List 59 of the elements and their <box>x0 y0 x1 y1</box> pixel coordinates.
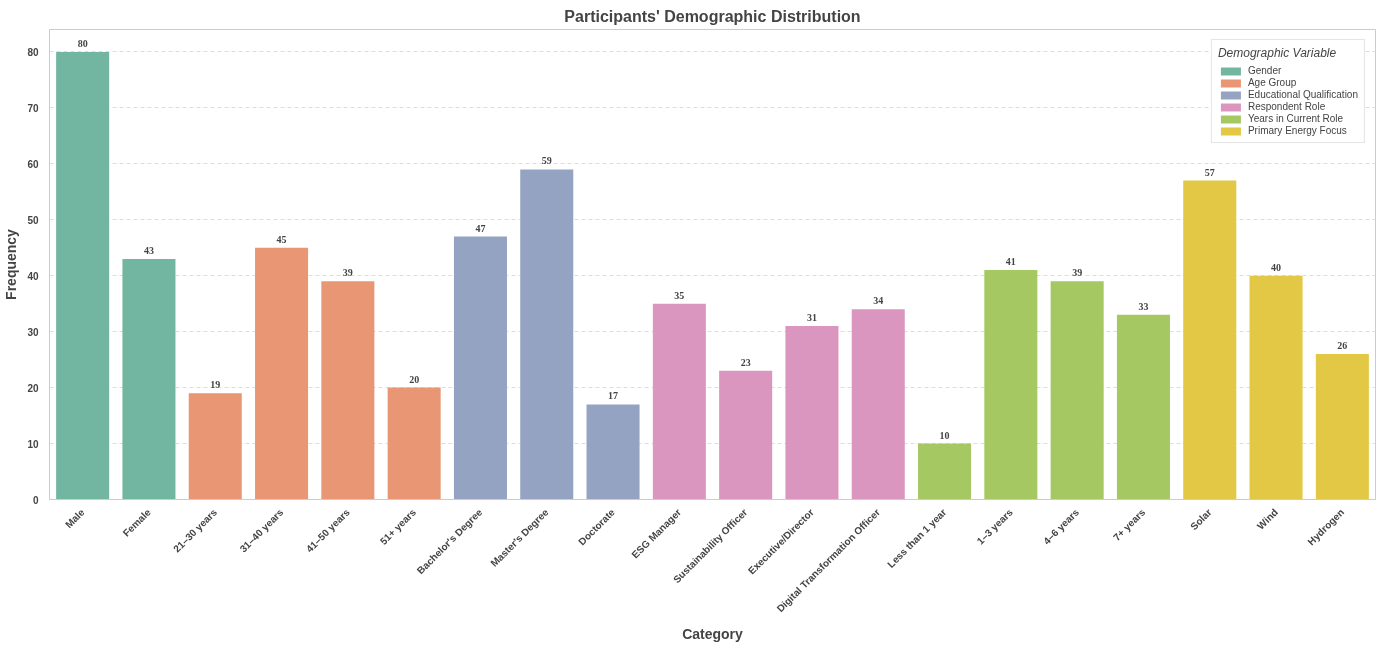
data-label: 41 <box>1005 256 1016 268</box>
y-axis-title: Frequency <box>3 228 20 300</box>
data-label: 47 <box>475 222 486 234</box>
data-label: 20 <box>409 373 420 385</box>
data-label: 80 <box>77 37 88 49</box>
data-label: 39 <box>342 267 353 279</box>
data-label: 43 <box>143 244 154 256</box>
x-axis-title: Category <box>682 626 744 643</box>
bar <box>1050 281 1104 500</box>
bar <box>1315 354 1369 500</box>
legend-label: Primary Energy Focus <box>1247 125 1347 136</box>
bar <box>851 309 905 500</box>
bar <box>321 281 375 500</box>
data-label: 26 <box>1337 340 1348 352</box>
y-tick-label: 80 <box>27 46 39 58</box>
y-tick-label: 60 <box>27 158 39 170</box>
data-label: 57 <box>1204 166 1215 178</box>
bar <box>785 326 839 500</box>
data-label: 39 <box>1072 267 1083 279</box>
data-label: 19 <box>210 379 221 391</box>
legend-label: Respondent Role <box>1247 101 1326 112</box>
bar <box>652 303 706 500</box>
data-label: 17 <box>608 390 619 402</box>
data-label: 10 <box>939 429 950 441</box>
y-tick-label: 10 <box>27 438 39 450</box>
y-tick-label: 30 <box>27 326 39 338</box>
chart-title: Participants' Demographic Distribution <box>564 7 861 25</box>
bar <box>122 258 176 500</box>
bar <box>188 393 242 500</box>
data-label: 33 <box>1138 300 1149 312</box>
legend-label: Gender <box>1247 65 1282 76</box>
data-label: 45 <box>276 233 287 245</box>
bar <box>56 51 110 500</box>
data-label: 34 <box>873 295 884 307</box>
bar <box>1116 314 1170 500</box>
legend-title: Demographic Variable <box>1217 46 1338 60</box>
bar <box>453 236 507 500</box>
y-tick-label: 20 <box>27 382 39 394</box>
bar <box>918 443 972 500</box>
data-label: 23 <box>740 356 751 368</box>
data-label: 59 <box>541 155 552 167</box>
y-tick-label: 50 <box>27 214 39 226</box>
legend-label: Educational Qualification <box>1247 89 1358 100</box>
bar <box>1183 180 1237 500</box>
bar <box>520 169 574 500</box>
bar <box>387 387 441 500</box>
bar <box>984 270 1038 500</box>
y-tick-label: 70 <box>27 102 39 114</box>
bar <box>719 370 773 500</box>
data-label: 31 <box>806 312 817 324</box>
y-tick-label: 0 <box>32 494 39 506</box>
data-label: 35 <box>674 289 685 301</box>
legend-label: Age Group <box>1247 77 1297 88</box>
bar <box>1249 275 1303 500</box>
legend-label: Years in Current Role <box>1247 113 1344 124</box>
y-tick-label: 40 <box>27 270 39 282</box>
data-label: 40 <box>1271 261 1282 273</box>
bar <box>586 404 640 500</box>
bar <box>255 247 309 500</box>
